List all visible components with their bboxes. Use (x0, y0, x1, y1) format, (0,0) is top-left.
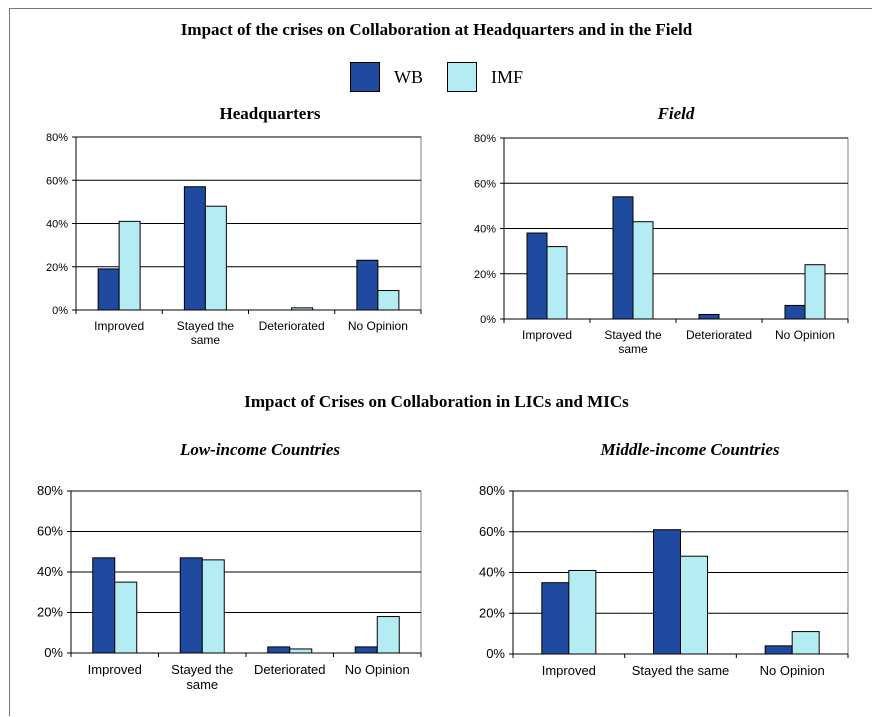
panel-title-low-income: Low-income Countries (179, 440, 341, 459)
legend-swatch-imf (446, 62, 477, 92)
section-subtitle: Impact of Crises on Collaboration in LIC… (244, 392, 629, 411)
y-tick-label: 80% (37, 483, 63, 498)
bar-wb-improved (541, 582, 570, 655)
x-tick-label: Stayed the same (604, 328, 662, 356)
y-tick-label: 60% (479, 524, 505, 539)
bar-imf-no-opinion (804, 264, 826, 320)
y-tick-label: 80% (46, 132, 68, 144)
x-tick-label: Improved (88, 662, 142, 677)
bar-imf-deteriorated (291, 307, 314, 311)
x-tick-label: Improved (542, 663, 596, 678)
y-tick-label: 40% (479, 565, 505, 580)
bar-imf-no-opinion (377, 290, 400, 311)
bar-imf-deteriorated (289, 648, 313, 654)
y-tick-label: 40% (474, 224, 496, 236)
bar-imf-stayed-the-same (201, 559, 225, 654)
y-tick-label: 60% (37, 524, 63, 539)
bar-wb-stayed-the-same (612, 196, 634, 320)
bar-imf-stayed-the-same (680, 555, 708, 655)
panel-title-field: Field (657, 104, 695, 123)
x-tick-label: Stayed the same (171, 662, 233, 692)
bar-wb-deteriorated (698, 313, 720, 320)
figure-frame (9, 8, 872, 716)
y-tick-label: 40% (37, 564, 63, 579)
bar-imf-improved (568, 569, 597, 655)
bar-imf-no-opinion (791, 631, 820, 655)
x-tick-label: Deteriorated (259, 319, 325, 333)
x-tick-label: Improved (522, 328, 572, 342)
bar-wb-no-opinion (764, 645, 793, 655)
y-tick-label: 0% (52, 305, 68, 317)
bar-wb-no-opinion (354, 646, 378, 654)
bar-imf-improved (118, 220, 141, 311)
x-tick-label: Improved (94, 319, 144, 333)
x-tick-label: Deteriorated (686, 328, 752, 342)
y-tick-label: 20% (474, 269, 496, 281)
bar-imf-no-opinion (376, 616, 400, 654)
y-tick-label: 20% (37, 605, 63, 620)
x-tick-label: No Opinion (348, 319, 408, 333)
bar-imf-stayed-the-same (204, 205, 227, 311)
figure-title: Impact of the crises on Collaboration at… (180, 20, 693, 39)
bar-wb-improved (526, 232, 548, 320)
bar-wb-improved (97, 268, 120, 311)
y-tick-label: 60% (474, 178, 496, 190)
bar-wb-stayed-the-same (179, 557, 203, 654)
y-tick-label: 0% (480, 314, 496, 326)
legend-item-imf: IMF (446, 62, 523, 92)
bar-imf-improved (114, 581, 138, 654)
bar-wb-no-opinion (784, 304, 806, 320)
x-tick-label: Stayed the same (177, 319, 235, 347)
bar-imf-improved (546, 246, 568, 320)
y-tick-label: 0% (486, 646, 505, 661)
y-tick-label: 0% (44, 645, 63, 660)
y-tick-label: 20% (479, 605, 505, 620)
bar-imf-stayed-the-same (632, 221, 654, 320)
y-tick-label: 60% (46, 175, 68, 187)
bar-wb-stayed-the-same (183, 186, 206, 311)
y-tick-label: 40% (46, 219, 68, 231)
panel-title-middle-income: Middle-income Countries (600, 440, 780, 459)
x-tick-label: Deteriorated (254, 662, 326, 677)
y-tick-label: 80% (474, 133, 496, 145)
y-tick-label: 20% (46, 262, 68, 274)
bar-wb-deteriorated (267, 646, 291, 654)
x-tick-label: No Opinion (760, 663, 825, 678)
legend-swatch-wb (349, 62, 380, 92)
legend-item-wb: WB (349, 62, 423, 92)
x-tick-label: No Opinion (775, 328, 835, 342)
bar-wb-no-opinion (356, 259, 379, 311)
bar-wb-improved (92, 557, 116, 654)
x-tick-label: No Opinion (345, 662, 410, 677)
x-tick-label: Stayed the same (632, 663, 730, 678)
panel-title-headquarters: Headquarters (219, 104, 321, 123)
legend-label-wb: WB (393, 66, 423, 87)
bar-wb-stayed-the-same (653, 529, 681, 655)
legend: WB IMF (0, 62, 873, 92)
legend-label-imf: IMF (490, 66, 523, 87)
y-tick-label: 80% (479, 483, 505, 498)
